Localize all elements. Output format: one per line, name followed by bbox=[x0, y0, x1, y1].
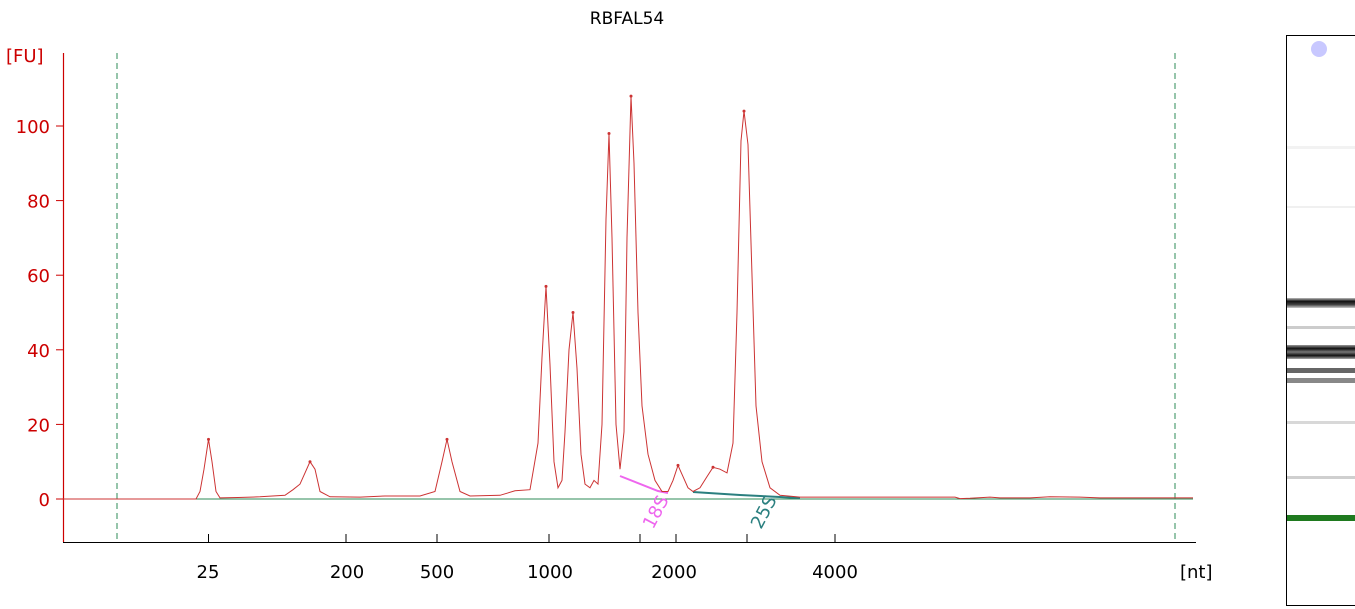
y-tick-label: 20 bbox=[27, 415, 50, 436]
gel-lane bbox=[1286, 35, 1355, 606]
series-line bbox=[63, 96, 1193, 500]
chart-title: RBFAL54 bbox=[590, 9, 664, 29]
peak-point bbox=[607, 131, 611, 135]
peak-point bbox=[676, 463, 680, 467]
y-tick-label: 60 bbox=[27, 266, 50, 287]
y-tick-label: 100 bbox=[16, 117, 50, 138]
x-tick-label: 200 bbox=[330, 562, 364, 583]
y-axis-label: [FU] bbox=[6, 46, 44, 67]
gel-band bbox=[1287, 345, 1355, 359]
gel-band bbox=[1287, 421, 1355, 424]
gel-marker-band bbox=[1287, 515, 1355, 521]
annotation-25s: 25S bbox=[747, 492, 782, 532]
gel-band bbox=[1287, 206, 1355, 208]
x-tick-label: 1000 bbox=[527, 562, 573, 583]
annotation-18s: 18S bbox=[639, 492, 674, 532]
peak-point bbox=[711, 465, 715, 469]
gel-band bbox=[1287, 368, 1355, 373]
gel-band bbox=[1287, 298, 1355, 308]
peak-point bbox=[445, 437, 449, 441]
x-axis-label: [nt] bbox=[1180, 562, 1213, 583]
gel-spot-icon bbox=[1311, 41, 1327, 57]
marker-25s-line bbox=[692, 491, 801, 499]
y-tick-label: 40 bbox=[27, 341, 50, 362]
peak-points bbox=[207, 94, 746, 469]
x-tick-label: 500 bbox=[420, 562, 454, 583]
x-tick-label: 4000 bbox=[812, 562, 858, 583]
gel-band bbox=[1287, 326, 1355, 329]
peak-point bbox=[207, 437, 210, 441]
marker-18s-line bbox=[619, 475, 669, 494]
gel-band bbox=[1287, 476, 1355, 479]
gel-band bbox=[1287, 146, 1355, 149]
x-tick-label: 25 bbox=[197, 562, 220, 583]
y-tick-label: 0 bbox=[39, 490, 50, 511]
peak-point bbox=[544, 284, 548, 288]
peak-point bbox=[308, 460, 312, 464]
gel-band bbox=[1287, 378, 1355, 383]
y-axis-ticks: 0 20 40 60 80 100 bbox=[16, 117, 63, 511]
x-axis-ticks bbox=[208, 534, 836, 542]
peak-point bbox=[742, 109, 746, 113]
y-tick-label: 80 bbox=[27, 192, 50, 213]
peak-point bbox=[629, 94, 633, 98]
peak-point bbox=[571, 311, 575, 314]
x-tick-label: 2000 bbox=[651, 562, 697, 583]
